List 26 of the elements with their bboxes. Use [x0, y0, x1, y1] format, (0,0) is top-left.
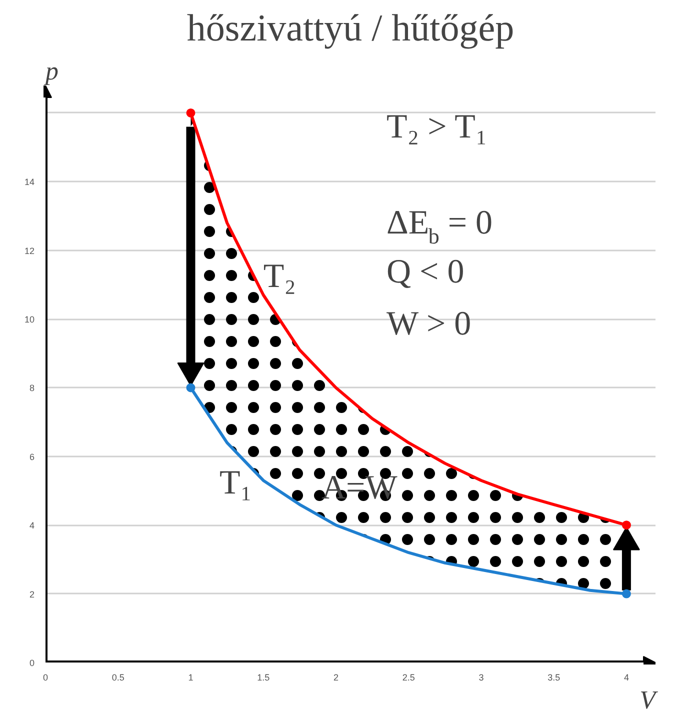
y-tick-label: 0 — [29, 658, 35, 668]
x-axis-title: V — [640, 686, 659, 714]
x-tick-label: 2 — [333, 672, 338, 682]
chart-title: hőszivattyú / hűtőgép — [186, 8, 514, 50]
annotation: T₁ — [220, 464, 252, 502]
y-tick-label: 10 — [24, 314, 35, 325]
y-tick-label: 4 — [29, 520, 35, 531]
y-tick-label: 14 — [24, 177, 35, 188]
x-tick-label: 2.5 — [402, 672, 415, 682]
annotation: W > 0 — [386, 306, 472, 342]
x-tick-label: 1.5 — [257, 672, 270, 682]
annotation: A=W — [322, 470, 398, 506]
annotation: T₂ — [263, 258, 296, 296]
y-axis-title: p — [44, 56, 58, 86]
y-tick-label: 12 — [24, 246, 35, 256]
x-tick-label: 4 — [624, 672, 629, 682]
x-tick-label: 3 — [478, 672, 484, 682]
y-tick-label: 2 — [29, 589, 35, 600]
annotation: T₂ > T₁ — [386, 108, 488, 146]
x-tick-label: 0 — [42, 672, 48, 682]
x-tick-label: 3.5 — [548, 672, 560, 682]
y-tick-label: 8 — [29, 383, 35, 394]
y-tick-label: 6 — [29, 452, 35, 462]
annotation: Q < 0 — [386, 254, 464, 290]
x-tick-label: 1 — [188, 672, 194, 682]
x-tick-label: 0.5 — [112, 672, 124, 682]
